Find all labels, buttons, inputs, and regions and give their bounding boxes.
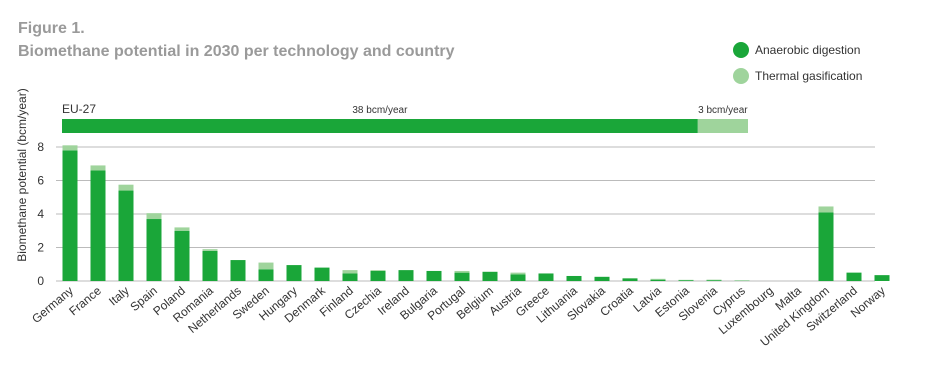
bar xyxy=(62,150,78,281)
bar xyxy=(622,278,638,281)
bar xyxy=(258,269,274,281)
bar xyxy=(118,190,134,281)
bar xyxy=(90,165,106,171)
bar xyxy=(146,213,162,220)
bar xyxy=(650,278,666,280)
bar xyxy=(370,270,386,281)
bar xyxy=(90,170,106,281)
legend-label: Anaerobic digestion xyxy=(755,43,860,57)
bar xyxy=(454,270,470,273)
summary-bar xyxy=(697,119,748,133)
value-label: 38 bcm/year xyxy=(352,105,408,116)
bar xyxy=(538,273,554,281)
bar xyxy=(342,273,358,281)
y-tick-label: 0 xyxy=(37,274,44,288)
bar xyxy=(146,219,162,281)
chart-subtitle: Biomethane potential in 2030 per technol… xyxy=(18,43,455,60)
legend-marker xyxy=(733,42,749,58)
value-label: 3 bcm/year xyxy=(698,105,748,116)
bar xyxy=(510,272,526,275)
x-tick-label: France xyxy=(66,283,104,318)
bar xyxy=(818,212,834,281)
bar xyxy=(342,270,358,274)
bar xyxy=(370,270,386,271)
bar xyxy=(230,260,246,281)
bar xyxy=(118,184,134,191)
bar xyxy=(62,145,78,151)
bar xyxy=(594,276,610,281)
category-label: EU-27 xyxy=(62,102,96,116)
bar xyxy=(258,262,274,270)
y-tick-label: 6 xyxy=(37,174,44,188)
bar xyxy=(454,272,470,281)
bar xyxy=(202,249,218,251)
bar xyxy=(398,270,414,281)
bar xyxy=(202,250,218,281)
bar xyxy=(874,275,890,281)
bar xyxy=(678,280,694,281)
bar xyxy=(482,271,498,281)
bar xyxy=(846,272,862,281)
bar xyxy=(314,267,330,281)
bar xyxy=(650,279,666,281)
y-tick-label: 8 xyxy=(37,140,44,154)
legend-marker xyxy=(733,68,749,84)
y-tick-label: 4 xyxy=(37,207,44,221)
y-axis-label: Biomethane potential (bcm/year) xyxy=(15,88,29,261)
bar xyxy=(566,275,582,281)
chart-title: Figure 1. xyxy=(18,20,85,37)
y-tick-label: 2 xyxy=(37,241,44,255)
bar xyxy=(706,279,722,281)
legend-label: Thermal gasification xyxy=(755,69,862,83)
bar xyxy=(286,265,302,281)
bar xyxy=(818,206,834,213)
bar xyxy=(706,280,722,281)
bar xyxy=(174,227,190,231)
summary-bar xyxy=(62,119,698,133)
bar xyxy=(426,270,442,281)
bar xyxy=(174,230,190,281)
bar xyxy=(510,274,526,281)
